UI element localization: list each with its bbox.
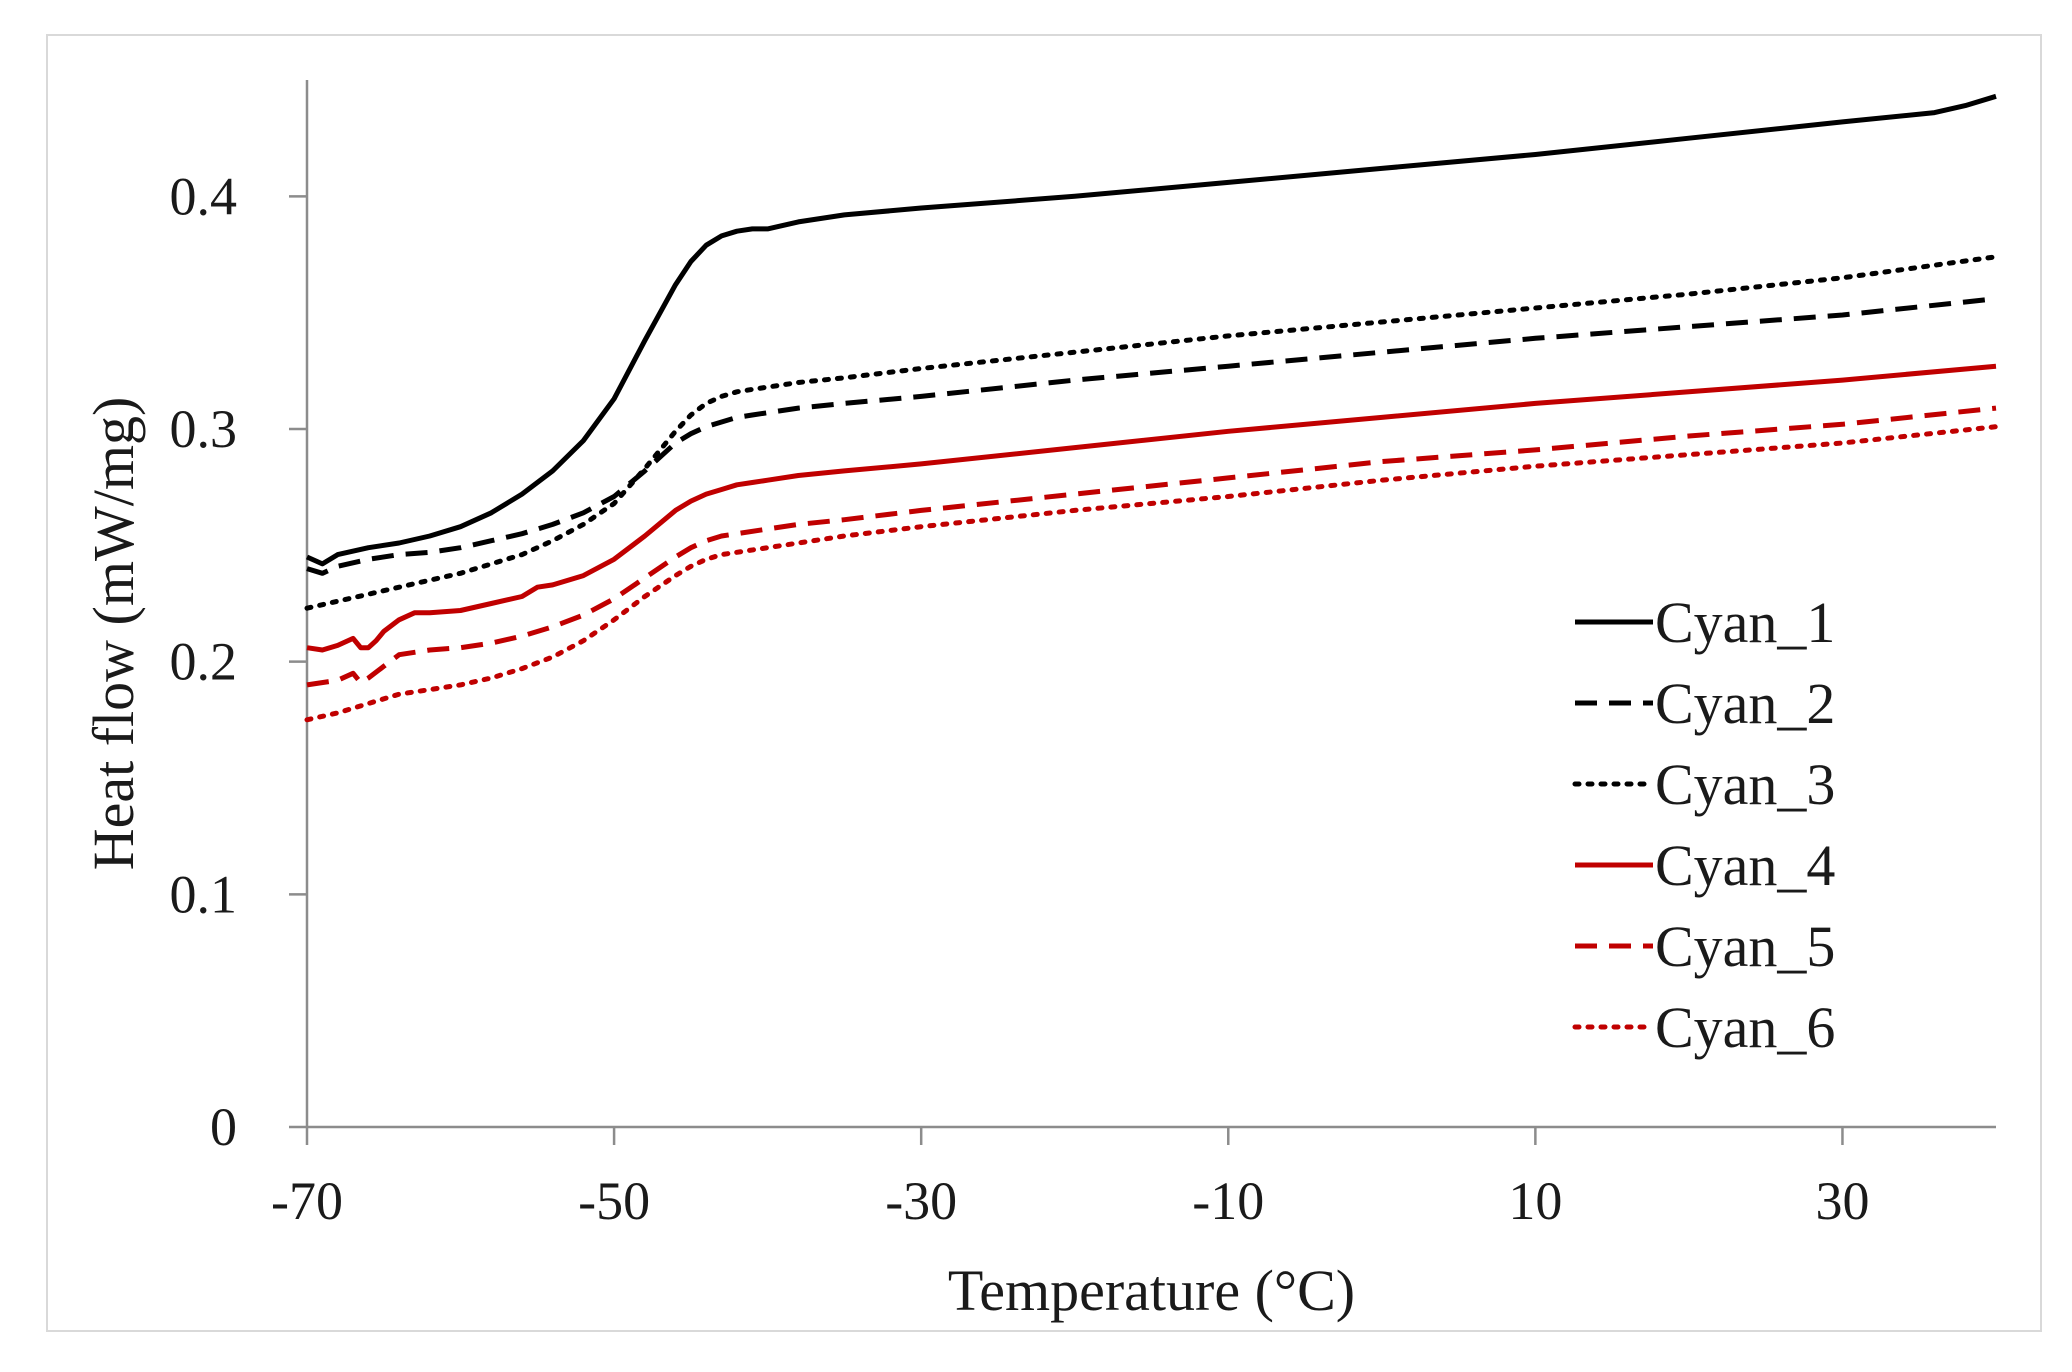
legend-label: Cyan_5 [1655,914,1835,979]
legend-label: Cyan_4 [1655,833,1835,898]
series-line-cyan-6 [304,424,1999,723]
series-line-cyan-2 [306,296,1997,576]
x-tick-label: -10 [1192,1171,1264,1231]
y-tick-label: 0.1 [170,864,238,924]
x-axis-title: Temperature (°C) [948,1258,1355,1323]
legend: Cyan_1 Cyan_2 Cyan_3 Cyan_4 Cyan_5 Cyan_6 [1572,590,1835,1060]
x-ticks: -70 -50 -30 -10 10 30 [271,1127,1869,1231]
series-line-cyan-3 [304,254,1999,611]
series-line-cyan-5 [306,405,1997,688]
legend-label: Cyan_1 [1655,590,1835,655]
series-line-cyan-1 [305,93,1997,567]
x-tick-label: 10 [1508,1171,1562,1231]
y-ticks: 0 0.1 0.2 0.3 0.4 [170,166,307,1157]
y-tick-label: 0.2 [170,632,238,692]
x-tick-label: 30 [1815,1171,1869,1231]
y-tick-label: 0.3 [170,399,238,459]
y-tick-label: 0.4 [170,166,238,226]
legend-label: Cyan_6 [1655,995,1835,1060]
y-axis-title: Heat flow (mW/mg) [81,397,146,871]
x-tick-label: -70 [271,1171,343,1231]
y-tick-label: 0 [210,1097,237,1157]
legend-label: Cyan_2 [1655,671,1835,736]
x-tick-label: -30 [885,1171,957,1231]
x-tick-label: -50 [578,1171,650,1231]
legend-label: Cyan_3 [1655,752,1835,817]
series-line-cyan-4 [306,363,1997,653]
chart-frame [46,34,2042,1332]
series-group [304,93,1999,723]
